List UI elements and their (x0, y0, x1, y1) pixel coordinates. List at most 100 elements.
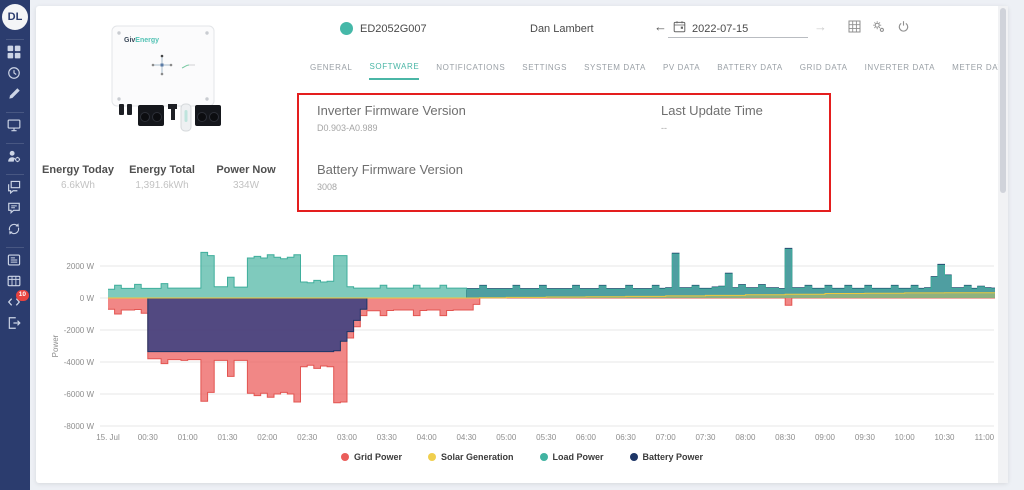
last-update-label: Last Update Time (661, 103, 763, 118)
power-chart: 2000 W 0 W -2000 W -4000 W -6000 W -8000 W Pow… (46, 228, 998, 448)
chat-icon[interactable] (6, 180, 22, 196)
user-settings-icon[interactable] (6, 149, 22, 165)
sidebar-divider (6, 112, 24, 113)
date-input[interactable]: 2022-07-15 (692, 23, 749, 35)
scrollbar[interactable] (998, 6, 1008, 483)
svg-text:Power: Power (51, 334, 60, 357)
svg-text:08:30: 08:30 (775, 433, 796, 442)
stat-energy-total: Energy Total 1,391.6kWh (120, 164, 204, 191)
legend-item-grid-power[interactable]: Grid Power (340, 452, 402, 462)
svg-text:09:30: 09:30 (855, 433, 876, 442)
calendar-icon[interactable] (673, 20, 686, 33)
tab-system-data[interactable]: SYSTEM DATA (584, 62, 646, 80)
logout-icon[interactable] (6, 316, 22, 332)
svg-text:06:00: 06:00 (576, 433, 597, 442)
sidebar-divider (6, 174, 24, 175)
svg-text:2000 W: 2000 W (66, 262, 94, 271)
monitor-icon[interactable] (6, 118, 22, 134)
sidebar-divider (6, 39, 24, 40)
legend-dot-icon (629, 453, 638, 461)
inverter-product-image: GivEnergy (94, 24, 230, 134)
svg-text:04:30: 04:30 (456, 433, 477, 442)
power-chart-svg: 2000 W 0 W -2000 W -4000 W -6000 W -8000 W Pow… (51, 247, 995, 442)
stat-label: Energy Total (129, 164, 195, 176)
legend-label: Solar Generation (440, 452, 514, 462)
settings-gear-icon[interactable] (872, 20, 886, 34)
stat-power-now: Power Now 334W (204, 164, 288, 191)
table-grid-icon[interactable] (848, 20, 862, 34)
previous-day-arrow-icon[interactable]: ← (654, 19, 667, 34)
news-icon[interactable] (6, 253, 22, 269)
edit-icon[interactable] (6, 87, 22, 103)
notification-badge: 10 (15, 290, 29, 301)
tab-bar: GENERAL SOFTWARE NOTIFICATIONS SETTINGS SYST… (310, 62, 1008, 80)
tab-notifications[interactable]: NOTIFICATIONS (436, 62, 505, 80)
svg-text:-2000 W: -2000 W (64, 326, 95, 335)
online-status-icon (340, 22, 353, 35)
history-icon[interactable] (6, 66, 22, 82)
battery-firmware-value: 3008 (317, 182, 338, 192)
svg-text:0 W: 0 W (80, 294, 95, 303)
legend-dot-icon (427, 453, 436, 461)
tab-settings[interactable]: SETTINGS (522, 62, 567, 80)
tab-inverter-data[interactable]: INVERTER DATA (865, 62, 935, 80)
next-day-arrow-icon[interactable]: → (814, 19, 827, 34)
sidebar: DL 10 (0, 0, 30, 490)
legend-dot-icon (340, 453, 349, 461)
device-id: ED2052G007 (360, 23, 427, 35)
energy-stats: Energy Today 6.6kWh Energy Total 1,391.6k… (36, 164, 288, 191)
svg-text:07:30: 07:30 (695, 433, 716, 442)
legend-label: Battery Power (642, 452, 704, 462)
svg-text:-4000 W: -4000 W (64, 358, 95, 367)
legend-dot-icon (539, 453, 548, 461)
last-update-value: -- (661, 123, 667, 133)
stat-label: Power Now (216, 164, 276, 176)
tab-battery-data[interactable]: BATTERY DATA (717, 62, 783, 80)
sidebar-divider (6, 247, 24, 248)
tab-meter-data[interactable]: METER DATA (952, 62, 1008, 80)
owner-name: Dan Lambert (530, 23, 594, 35)
svg-text:08:00: 08:00 (735, 433, 756, 442)
svg-text:03:00: 03:00 (337, 433, 358, 442)
svg-text:07:00: 07:00 (656, 433, 677, 442)
battery-firmware-label: Battery Firmware Version (317, 162, 463, 177)
stat-value: 6.6kWh (61, 180, 95, 191)
main-panel: ED2052G007 Dan Lambert ← 2022-07-15 → GE… (36, 6, 1008, 483)
tab-grid-data[interactable]: GRID DATA (800, 62, 848, 80)
inverter-firmware-label: Inverter Firmware Version (317, 103, 466, 118)
dashboard-icon[interactable] (6, 45, 22, 61)
legend-item-battery-power[interactable]: Battery Power (629, 452, 704, 462)
svg-text:01:30: 01:30 (217, 433, 238, 442)
avatar[interactable]: DL (2, 4, 28, 30)
legend-label: Grid Power (353, 452, 402, 462)
sync-icon[interactable] (6, 222, 22, 238)
tab-software[interactable]: SOFTWARE (369, 62, 420, 80)
scrollbar-thumb[interactable] (1000, 8, 1006, 193)
inverter-firmware-value: D0.903-A0.989 (317, 123, 378, 133)
chart-legend: Grid Power Solar Generation Load Power B… (36, 452, 1008, 462)
feedback-icon[interactable] (6, 201, 22, 217)
svg-text:02:30: 02:30 (297, 433, 318, 442)
sidebar-menu: 10 (6, 30, 29, 337)
svg-text:02:00: 02:00 (257, 433, 278, 442)
power-icon[interactable] (897, 20, 911, 34)
legend-item-solar-generation[interactable]: Solar Generation (427, 452, 514, 462)
stat-energy-today: Energy Today 6.6kWh (36, 164, 120, 191)
sidebar-divider (6, 143, 24, 144)
code-icon[interactable]: 10 (6, 290, 29, 311)
svg-text:-8000 W: -8000 W (64, 422, 95, 431)
svg-text:GivEnergy: GivEnergy (124, 37, 159, 44)
spreadsheet-icon[interactable] (6, 274, 22, 290)
svg-text:06:30: 06:30 (616, 433, 637, 442)
tab-general[interactable]: GENERAL (310, 62, 352, 80)
tab-pv-data[interactable]: PV DATA (663, 62, 700, 80)
legend-label: Load Power (552, 452, 604, 462)
date-underline (668, 37, 808, 38)
stat-value: 334W (232, 180, 260, 191)
legend-item-load-power[interactable]: Load Power (539, 452, 604, 462)
svg-text:00:30: 00:30 (138, 433, 159, 442)
svg-text:11:00: 11:00 (975, 433, 995, 442)
svg-text:15. Jul: 15. Jul (96, 433, 120, 442)
svg-text:01:00: 01:00 (178, 433, 199, 442)
svg-text:10:30: 10:30 (934, 433, 955, 442)
